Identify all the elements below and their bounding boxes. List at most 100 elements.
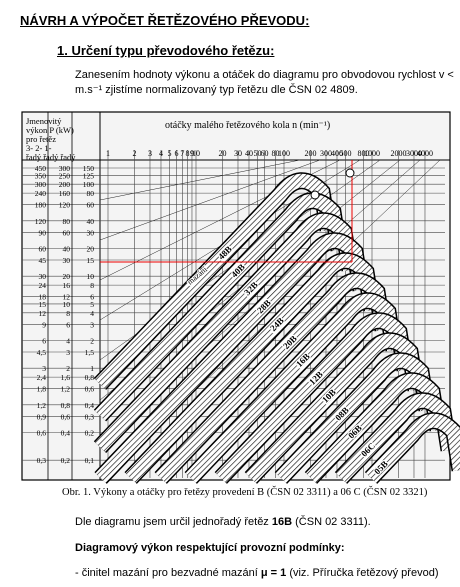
power-tick: 60 xyxy=(39,245,47,254)
power-tick: 0,3 xyxy=(37,456,47,465)
speed-tick: 40 xyxy=(245,149,253,158)
power-tick: 80 xyxy=(87,189,95,198)
text: Dle diagramu jsem určil jednořadý řetěz xyxy=(75,516,272,528)
text: (viz. Příručka řetězový převod) xyxy=(286,567,439,579)
power-tick: 15 xyxy=(87,256,95,265)
power-tick: 1,2 xyxy=(61,385,71,394)
chain-band xyxy=(94,173,335,389)
speed-tick: 10 xyxy=(192,149,200,158)
power-tick: 0,2 xyxy=(85,429,95,438)
power-tick: 240 xyxy=(35,189,47,198)
chain-band xyxy=(94,213,357,452)
power-tick: 350 xyxy=(35,171,47,180)
text: (ČSN 02 3311). xyxy=(292,516,371,528)
power-tick: 120 xyxy=(35,217,47,226)
speed-tick: 2 xyxy=(132,149,136,158)
chain-band xyxy=(275,353,434,483)
power-tick: 120 xyxy=(59,201,71,210)
speed-tick: 3 xyxy=(148,149,152,158)
chain-band xyxy=(245,333,423,483)
speed-line xyxy=(99,159,321,241)
condition-item: - činitel mazání pro bezvadné mazání μ =… xyxy=(75,567,438,579)
power-tick: 9 xyxy=(42,320,46,329)
power-tick: 30 xyxy=(39,272,47,281)
power-tick: 3 xyxy=(42,364,46,373)
power-tick: 200 xyxy=(59,180,71,189)
power-tick: 20 xyxy=(87,245,95,254)
speed-tick: 300 xyxy=(320,149,332,158)
speed-line xyxy=(99,159,301,201)
speed-tick: 2000 xyxy=(390,149,406,158)
power-tick: 60 xyxy=(63,228,71,237)
speed-tick: 60 xyxy=(260,149,268,158)
speed-tick: 800 xyxy=(357,149,369,158)
speed-tick: 20 xyxy=(218,149,226,158)
power-tick: 8 xyxy=(66,309,70,318)
speed-tick: 1000 xyxy=(364,149,380,158)
power-tick: 0,3 xyxy=(85,412,95,421)
power-tick: 20 xyxy=(63,272,71,281)
power-tick: 0,1 xyxy=(85,456,95,465)
speed-title: otáčky malého řetězového kola n (min⁻¹) xyxy=(165,120,330,131)
power-tick: 60 xyxy=(87,201,95,210)
speed-tick: 30 xyxy=(234,149,242,158)
power-tick: 6 xyxy=(66,320,70,329)
power-tick: 5 xyxy=(90,300,94,309)
power-tick: 1,5 xyxy=(85,348,95,357)
chain-band xyxy=(95,233,368,483)
power-tick: 16 xyxy=(63,281,71,290)
power-tick: 0,8 xyxy=(61,401,71,410)
power-tick: 6 xyxy=(42,337,46,346)
power-tick: 0,6 xyxy=(85,385,95,394)
speed-tick: 500 xyxy=(340,149,352,158)
power-tick: 10 xyxy=(87,272,95,281)
power-tick: 0,4 xyxy=(85,401,95,410)
power-tick: 40 xyxy=(63,245,71,254)
power-header: výkon P (kW) xyxy=(26,125,74,135)
power-tick: 3 xyxy=(90,320,94,329)
power-header: pro řetěz xyxy=(26,134,56,144)
power-tick: 30 xyxy=(87,228,95,237)
power-tick: 8 xyxy=(90,281,94,290)
power-tick: 0,6 xyxy=(61,412,71,421)
conclusion: Dle diagramu jsem určil jednořadý řetěz … xyxy=(75,516,371,528)
chain-band xyxy=(215,313,412,483)
text: - činitel mazání pro bezvadné mazání xyxy=(75,567,261,579)
chain-band xyxy=(94,193,346,421)
power-tick: 300 xyxy=(35,180,47,189)
power-tick: 0,6 xyxy=(37,429,47,438)
power-tick: 18 xyxy=(39,293,47,302)
speed-tick: 1 xyxy=(106,149,110,158)
intro-line: m.s⁻¹ zjistíme normalizovaný typ řetězu … xyxy=(75,84,358,96)
power-tick: 0,4 xyxy=(61,429,71,438)
chain-band xyxy=(125,253,379,483)
marker xyxy=(345,168,355,178)
power-tick: 4,5 xyxy=(37,348,47,357)
power-tick: 45 xyxy=(39,256,47,265)
power-tick: 150 xyxy=(83,164,95,173)
speed-tick: 80 xyxy=(271,149,279,158)
speed-tick: 4000 xyxy=(417,149,433,158)
power-tick: 6 xyxy=(90,293,94,302)
speed-tick: 400 xyxy=(331,149,343,158)
power-tick: 125 xyxy=(83,171,95,180)
chain-band xyxy=(155,273,390,483)
intro-line: Zanesením hodnoty výkonu a otáček do dia… xyxy=(75,69,454,81)
power-tick: 4 xyxy=(90,309,94,318)
power-header: 3- 2- 1- xyxy=(26,143,52,153)
power-tick: 1 xyxy=(90,364,94,373)
power-tick: 450 xyxy=(35,164,47,173)
power-tick: 12 xyxy=(63,293,71,302)
power-tick: 30 xyxy=(63,256,71,265)
power-tick: 0,8 xyxy=(85,373,95,382)
figure-caption: Obr. 1. Výkony a otáčky pro řetězy prove… xyxy=(62,487,428,498)
power-tick: 3 xyxy=(66,348,70,357)
power-tick: 1,2 xyxy=(37,401,47,410)
power-tick: 1,6 xyxy=(61,373,71,382)
power-tick: 0,2 xyxy=(61,456,71,465)
speed-tick: 5 xyxy=(168,149,172,158)
power-tick: 40 xyxy=(87,217,95,226)
chain-band xyxy=(335,393,456,483)
chain-band xyxy=(185,293,401,483)
